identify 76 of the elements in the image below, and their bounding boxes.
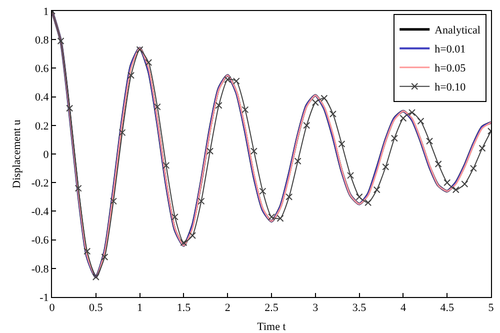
y-tick-label: -0.6 (31, 234, 50, 247)
point (250, 148, 258, 155)
point (444, 179, 451, 186)
x-axis-title: Time t (257, 321, 286, 333)
point (294, 158, 302, 165)
y-tick-label: 0.8 (35, 34, 50, 46)
y-tick-label: -0.8 (31, 263, 50, 276)
point (303, 122, 310, 129)
point (312, 99, 319, 106)
point (426, 138, 434, 145)
point (84, 248, 91, 255)
x-tick-label: 1 (137, 302, 143, 314)
point (382, 163, 390, 170)
x-tick-label: 4.5 (440, 302, 454, 314)
point (154, 103, 161, 110)
point (329, 110, 336, 118)
point (118, 129, 126, 136)
x-tick-label: 3.5 (352, 302, 367, 314)
point (101, 253, 108, 260)
point (400, 114, 407, 122)
point (268, 213, 275, 220)
y-tick-label: -0.4 (31, 206, 50, 218)
point (188, 232, 196, 240)
x-tick-label: 2.5 (264, 302, 279, 314)
point (215, 102, 222, 109)
y-tick-label: -0.2 (31, 177, 49, 190)
point (364, 199, 372, 206)
x-tick-label: 2 (224, 302, 230, 314)
legend-label: h=0.01 (434, 44, 466, 56)
point (390, 134, 398, 142)
legend-label: h=0.10 (434, 82, 466, 94)
point (320, 94, 328, 102)
point (434, 160, 442, 168)
point (206, 148, 214, 155)
x-tick-label: 1.5 (176, 302, 192, 314)
y-tick-label: 0 (43, 148, 50, 161)
point (57, 38, 64, 45)
y-tick-label: 0.2 (35, 120, 49, 132)
point (162, 162, 170, 169)
point (478, 144, 486, 152)
y-tick-label: -1 (40, 292, 49, 304)
point (180, 239, 188, 246)
point (259, 188, 266, 195)
point (373, 186, 380, 194)
point (145, 58, 152, 66)
y-tick-label: 0.6 (35, 63, 50, 76)
point (347, 172, 354, 179)
legend-label: h=0.05 (434, 62, 466, 75)
y-tick-label: 0.4 (35, 92, 50, 104)
point (356, 193, 363, 200)
legend-label: Analytical (434, 24, 480, 37)
y-tick-label: 1 (43, 6, 49, 18)
x-tick-label: 3 (312, 302, 319, 314)
x-tick-label: 5 (488, 302, 494, 314)
x-tick-label: 4 (400, 302, 406, 314)
y-axis-title: Displacement u (11, 119, 23, 188)
point (276, 214, 284, 222)
point (66, 104, 74, 112)
point (408, 109, 416, 116)
point (128, 72, 135, 79)
point (224, 76, 232, 84)
x-tick-label: 0.5 (89, 302, 104, 314)
point (470, 164, 477, 172)
point (286, 193, 293, 200)
point (452, 186, 460, 194)
point (198, 198, 205, 205)
point (171, 213, 178, 220)
point (136, 46, 144, 54)
point (461, 180, 468, 188)
point (242, 106, 249, 114)
point (338, 140, 346, 148)
point (110, 198, 117, 205)
point (74, 184, 82, 192)
point (232, 78, 240, 85)
point (92, 273, 100, 280)
point (417, 118, 424, 125)
